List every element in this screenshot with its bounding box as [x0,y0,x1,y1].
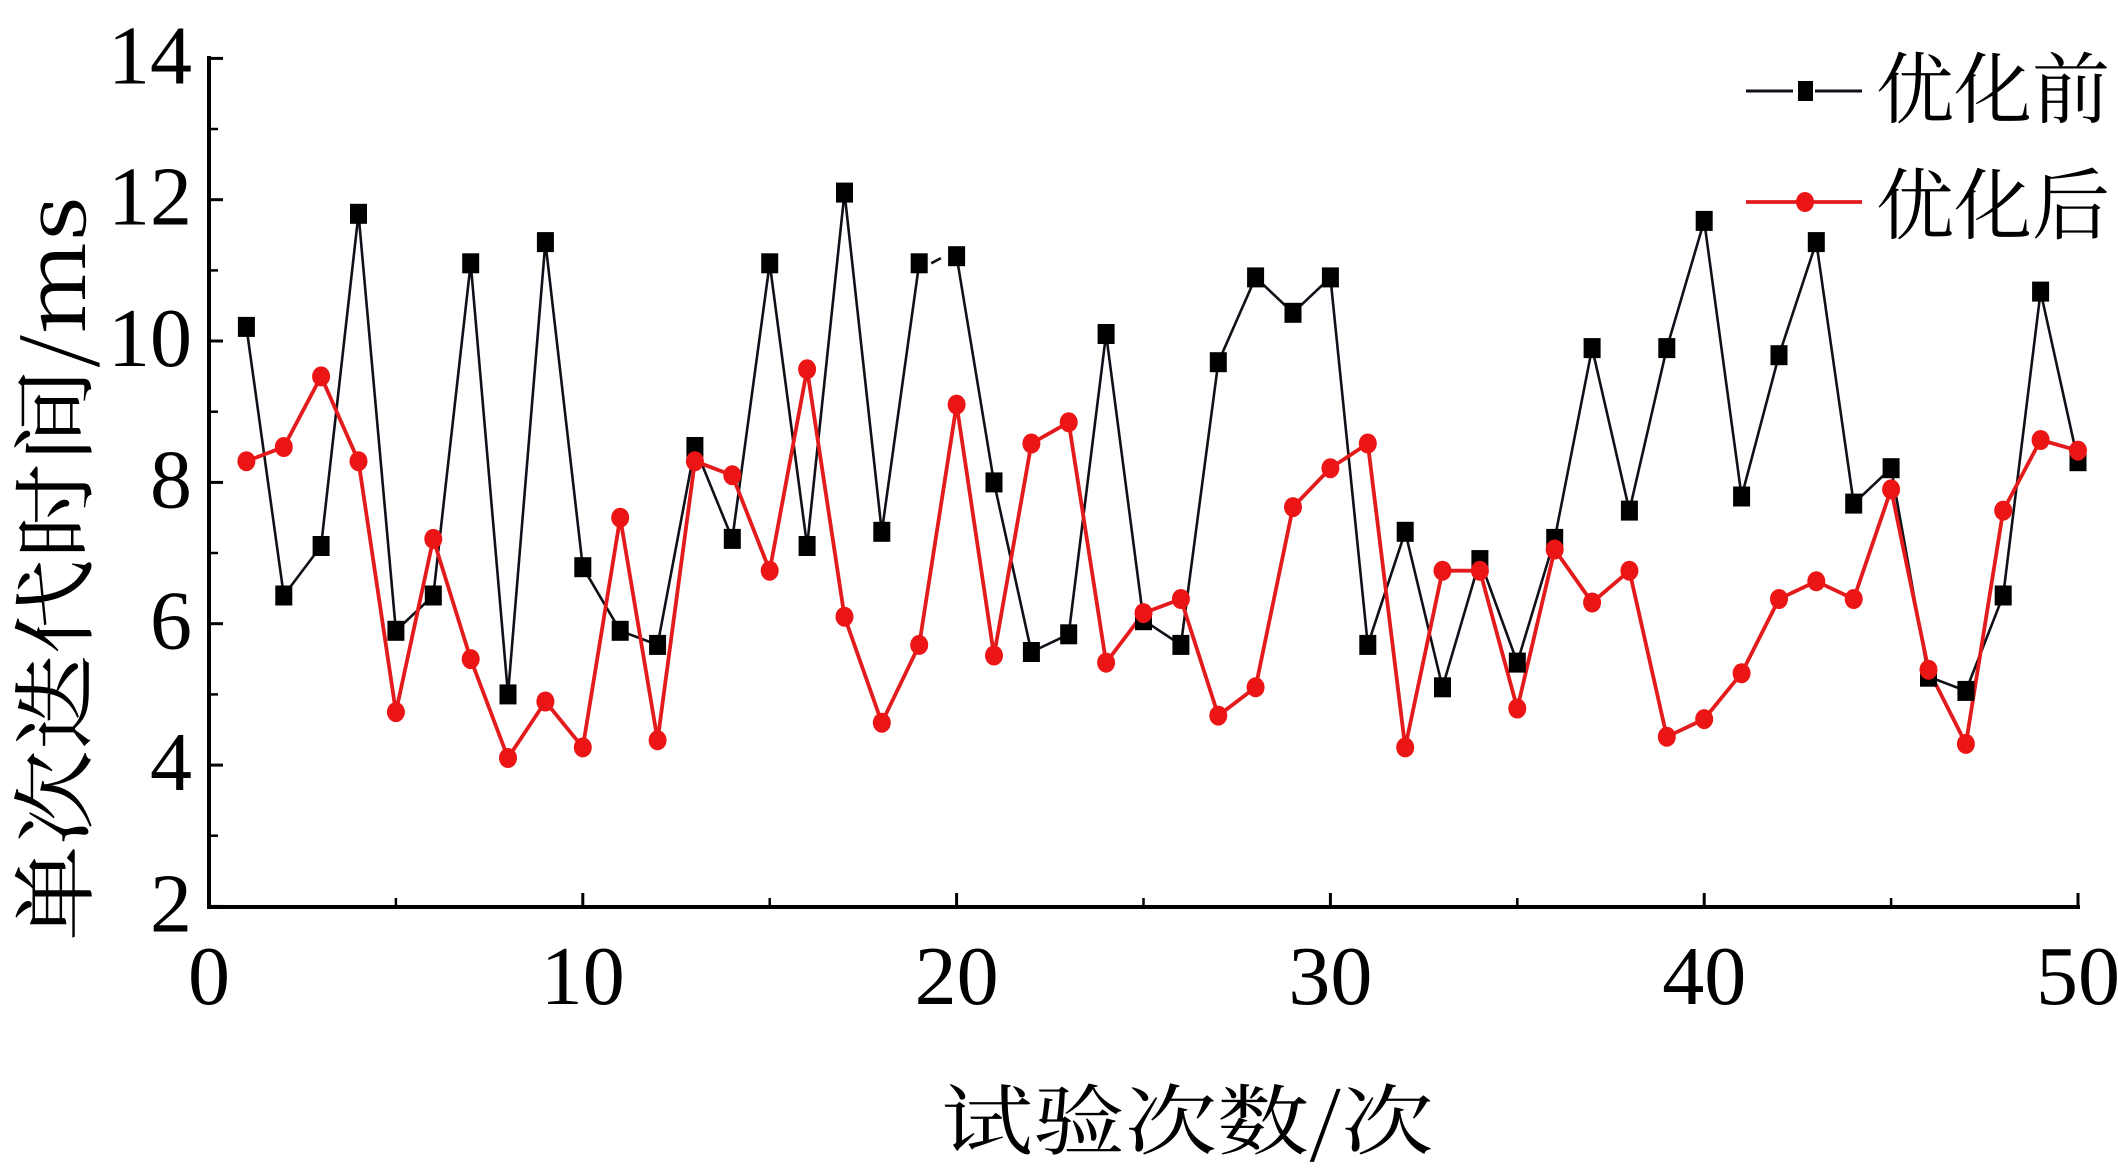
svg-text:14: 14 [108,9,192,102]
svg-text:2: 2 [150,857,192,950]
svg-text:8: 8 [150,433,192,526]
svg-text:10: 10 [541,930,625,1023]
svg-text:4: 4 [150,716,192,809]
svg-text:6: 6 [150,575,192,668]
svg-text:10: 10 [108,292,192,385]
svg-text:0: 0 [188,930,230,1023]
svg-text:30: 30 [1288,930,1372,1023]
svg-text:50: 50 [2036,930,2118,1023]
svg-text:20: 20 [915,930,999,1023]
svg-text:12: 12 [108,151,192,244]
svg-text:40: 40 [1662,930,1746,1023]
